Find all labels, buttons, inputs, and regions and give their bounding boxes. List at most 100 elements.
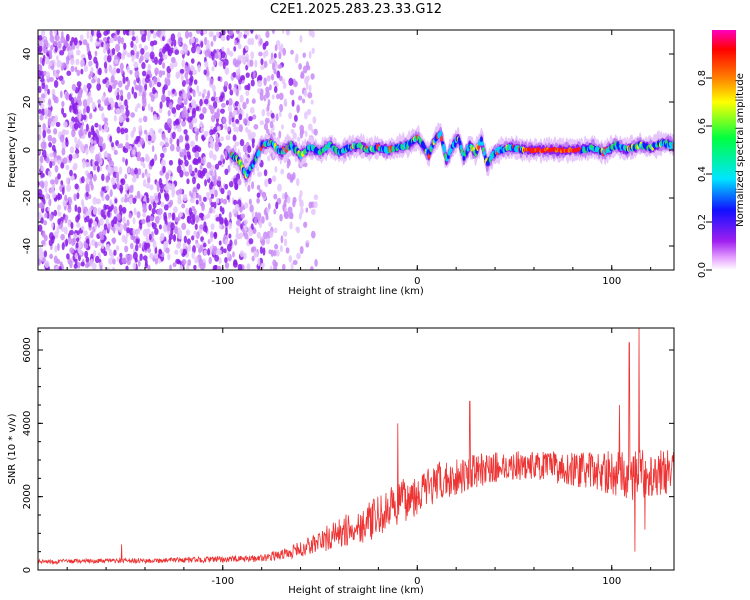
spectrogram-noise-speckle — [49, 179, 55, 185]
spectrogram-noise-speckle — [159, 235, 164, 242]
spectrogram-noise-speckle — [103, 223, 108, 231]
spectrogram-noise-speckle — [94, 41, 100, 47]
spectrogram-noise-speckle — [43, 250, 48, 258]
spectrogram-noise-speckle — [184, 134, 189, 142]
spectrogram-noise-speckle — [113, 165, 119, 172]
spectrogram-noise-speckle — [180, 74, 184, 82]
spectrogram-noise-speckle — [307, 123, 313, 131]
spectrogram-noise-speckle — [283, 98, 288, 107]
spectrogram-noise-speckle — [273, 227, 278, 234]
spectrogram-noise-speckle — [156, 209, 160, 215]
spectrogram-noise-speckle — [216, 197, 220, 204]
spectrogram-noise-speckle — [194, 37, 199, 43]
spectrogram-noise-speckle — [61, 187, 65, 196]
spectrogram-noise-speckle — [232, 71, 237, 78]
colorbar: 0.0 0.2 0.4 0.6 0.8 Normalized spectral ampl… — [697, 30, 746, 278]
spectrogram-noise-speckle — [242, 101, 247, 110]
spectrogram-noise-speckle — [138, 43, 143, 49]
spectrogram-noise-speckle — [206, 75, 211, 81]
spectrogram-noise-speckle — [212, 35, 217, 42]
spectrogram-noise-speckle — [200, 41, 204, 48]
spectrogram-noise-speckle — [172, 262, 177, 268]
spectrogram-noise-speckle — [87, 193, 92, 200]
spectrogram-noise-speckle — [127, 253, 133, 261]
spectrogram-noise-speckle — [170, 222, 175, 231]
spectrogram-noise-speckle — [143, 45, 149, 51]
spectrogram-noise-speckle — [120, 223, 124, 230]
spectrogram-noise-speckle — [158, 58, 163, 66]
spectrogram-noise-speckle — [139, 137, 145, 146]
spectrogram-noise-speckle — [53, 70, 57, 78]
spectrogram-noise-speckle — [195, 106, 200, 112]
spectrogram-noise-speckle — [228, 222, 233, 230]
spectrogram-noise-speckle — [209, 105, 215, 115]
snr-series-line — [38, 328, 674, 565]
spectrogram-noise-speckle — [83, 64, 88, 73]
spectrogram-noise-speckle — [38, 108, 42, 115]
spectrogram-noise-speckle — [264, 117, 270, 124]
spectrogram-noise-speckle — [85, 123, 89, 132]
spectrogram-noise-speckle — [73, 263, 78, 269]
spectrogram-noise-speckle — [271, 30, 275, 35]
spectrogram-noise-speckle — [141, 34, 147, 43]
spectrogram-noise-speckle — [110, 69, 116, 76]
spectrogram-noise-speckle — [178, 211, 183, 218]
spectrogram-noise-speckle — [120, 69, 124, 75]
spectrogram-noise-speckle — [132, 149, 136, 155]
colorbar-ticks: 0.0 0.2 0.4 0.6 0.8 — [697, 70, 712, 278]
spectrogram-noise-speckle — [194, 256, 199, 264]
spectrogram-noise-speckle — [102, 142, 106, 150]
spectrogram-noise-speckle — [89, 146, 95, 154]
spectrogram-noise-speckle — [121, 257, 127, 264]
spectrogram-noise-speckle — [132, 126, 137, 133]
spectrogram-noise-speckle — [198, 212, 204, 219]
spectrogram-noise-speckle — [75, 58, 80, 66]
spectrogram-noise-speckle — [48, 198, 52, 207]
spectrogram-noise-speckle — [235, 69, 240, 77]
spectrogram-noise-speckle — [124, 99, 128, 107]
spectrogram-noise-speckle — [169, 175, 173, 182]
spectrogram-noise-speckle — [262, 42, 267, 50]
spectrogram-noise-speckle — [67, 204, 72, 213]
spectrogram-noise-speckle — [218, 60, 224, 67]
spectrogram-noise-speckle — [65, 33, 70, 42]
spectrogram-noise-speckle — [228, 50, 234, 57]
spectrogram-noise-speckle — [89, 96, 93, 103]
spectrogram-noise-speckle — [212, 164, 215, 170]
spectrogram-noise-speckle — [193, 264, 197, 270]
spectrogram-noise-speckle — [179, 68, 185, 74]
spectrogram-noise-speckle — [273, 249, 277, 257]
spectrogram-noise-speckle — [162, 165, 166, 174]
spectrogram-noise-speckle — [41, 82, 46, 90]
spectrogram-noise-speckle — [245, 97, 249, 105]
spectrogram-noise-speckle — [114, 198, 118, 204]
spectrogram-noise-speckle — [199, 164, 203, 170]
spectrogram-noise-speckle — [75, 49, 81, 56]
spectrogram-noise-speckle — [99, 217, 104, 226]
spectrogram-noise-speckle — [298, 95, 303, 101]
spectrogram-noise-speckle — [174, 217, 180, 223]
spectrogram-noise-speckle — [88, 91, 92, 99]
spectrogram-noise-speckle — [92, 250, 97, 259]
spectrogram-noise-speckle — [210, 51, 214, 57]
spectrogram-noise-speckle — [56, 55, 59, 61]
spectrogram-noise-speckle — [224, 256, 228, 264]
spectrogram-noise-speckle — [265, 237, 271, 245]
spectrogram-noise-speckle — [293, 81, 298, 87]
spectrogram-noise-speckle — [189, 87, 193, 93]
spectrogram-noise-speckle — [95, 60, 99, 69]
spectrogram-noise-speckle — [265, 30, 270, 39]
spectrogram-noise-speckle — [129, 184, 134, 194]
spectrogram-noise-speckle — [181, 120, 187, 127]
spectrogram-noise-speckle — [125, 141, 130, 148]
spectrogram-noise-speckle — [163, 215, 168, 222]
spectrogram-noise-speckle — [259, 189, 262, 195]
spectrogram-noise-speckle — [57, 40, 62, 49]
spectrogram-noise-speckle — [131, 86, 135, 95]
spectrogram-noise-speckle — [185, 143, 190, 151]
spectrogram-noise-speckle — [212, 59, 217, 67]
spectrogram-noise-speckle — [284, 191, 288, 200]
spectrogram-noise-speckle — [192, 69, 198, 76]
spectrogram-noise-speckle — [117, 143, 121, 149]
spectrogram-noise-speckle — [178, 36, 183, 43]
